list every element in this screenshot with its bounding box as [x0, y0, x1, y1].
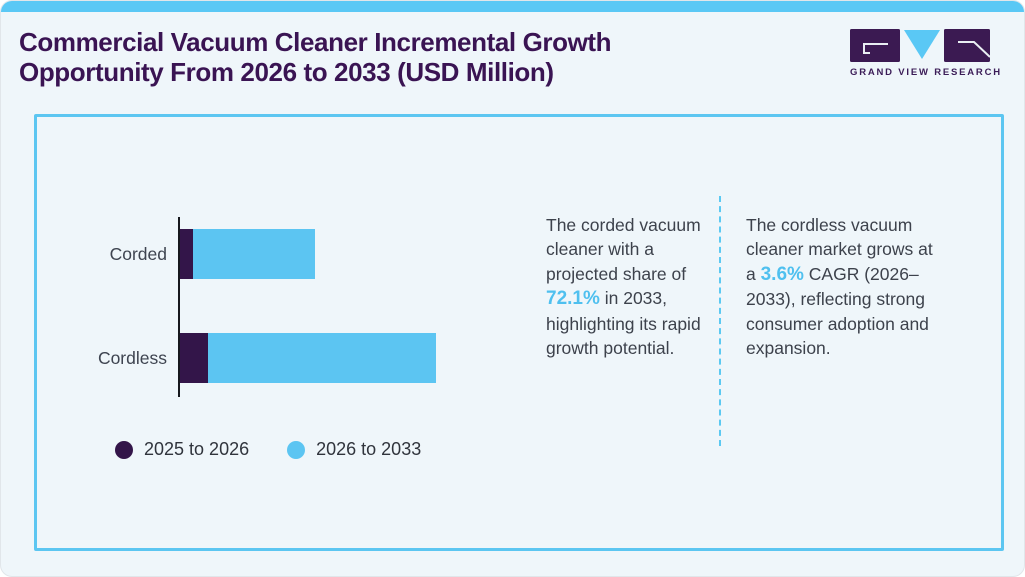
legend-dot-icon [115, 440, 133, 459]
gvr-logo-icon [850, 29, 990, 62]
brand-name: GRAND VIEW RESEARCH [850, 67, 1002, 78]
insight-cordless: The cordless vacuum cleaner market grows… [746, 213, 936, 360]
page-title: Commercial Vacuum Cleaner Incremental Gr… [19, 27, 612, 88]
legend-item-2026-2033: 2026 to 2033 [287, 439, 421, 460]
legend-label: 2025 to 2026 [144, 439, 250, 459]
chart-panel: Corded Cordless 2025 to 2026 2026 to 203… [34, 114, 1004, 551]
chart-axis-line [178, 217, 180, 397]
brand-logo: GRAND VIEW RESEARCH [850, 29, 1002, 78]
legend-item-2025-2026: 2025 to 2026 [115, 439, 249, 460]
insight-corded-highlight: 72.1% [546, 288, 600, 310]
category-label-cordless: Cordless [97, 347, 167, 368]
chart-legend: 2025 to 2026 2026 to 2033 [115, 439, 421, 460]
insight-cordless-text-after: CAGR (2026–2033), reflecting strong cons… [746, 263, 929, 359]
category-label-corded: Corded [109, 243, 167, 264]
bar-cordless [180, 333, 436, 383]
dashed-divider [719, 196, 721, 446]
legend-label: 2026 to 2033 [316, 439, 422, 459]
insight-cordless-text: The cordless vacuum cleaner market grows… [746, 215, 933, 284]
bar-corded-segment-2026-2033 [193, 229, 315, 279]
top-accent-strip [1, 1, 1024, 12]
bar-corded-segment-2025-2026 [180, 229, 193, 279]
insight-corded: The corded vacuum cleaner with a project… [546, 213, 714, 360]
insight-corded-text: The corded vacuum cleaner with a project… [546, 215, 701, 284]
insight-corded-text-after: in 2033, highlighting its rapid growth p… [546, 288, 701, 359]
insight-cordless-highlight: 3.6% [760, 263, 804, 285]
bar-corded [180, 229, 315, 279]
legend-dot-icon [287, 440, 306, 459]
bar-cordless-segment-2026-2033 [208, 333, 436, 383]
bar-cordless-segment-2025-2026 [180, 333, 208, 383]
